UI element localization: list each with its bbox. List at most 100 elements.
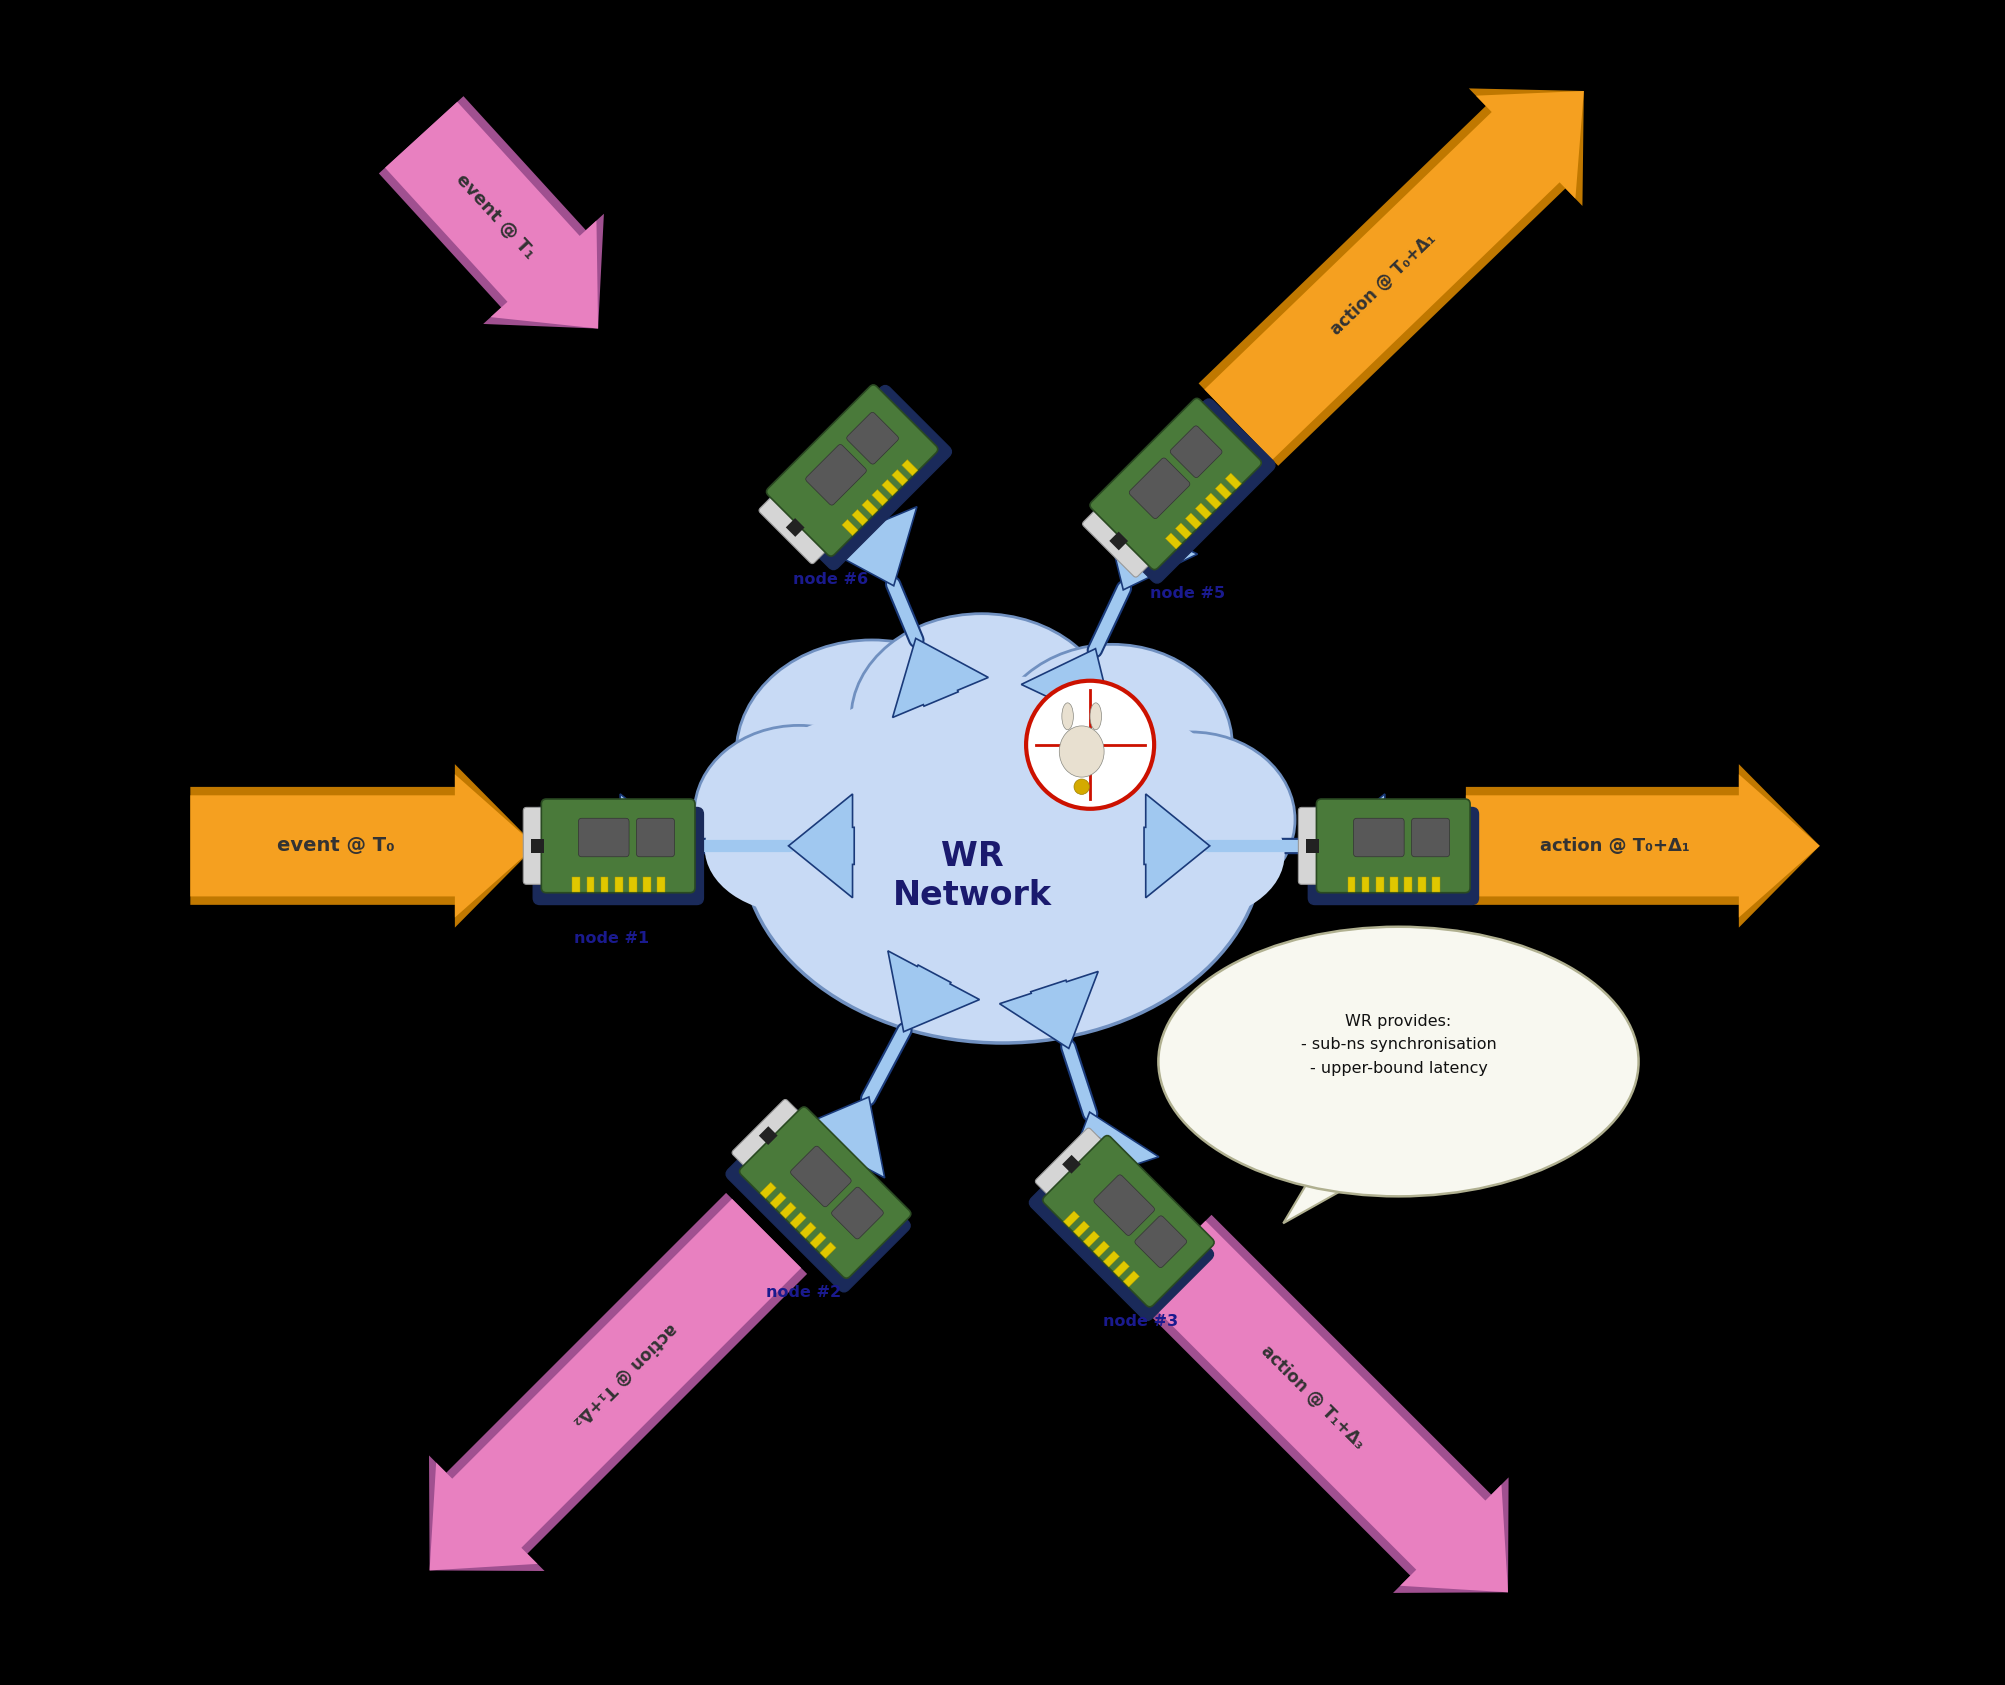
Text: node #5: node #5 [1151,586,1225,600]
FancyBboxPatch shape [846,413,898,463]
Bar [1432,878,1440,891]
Ellipse shape [1059,726,1105,777]
FancyArrow shape [1145,794,1209,898]
FancyArrow shape [1000,972,1099,1048]
Bar [810,1232,826,1249]
Bar [780,1203,796,1218]
Bar [531,839,543,853]
Bar [1063,1212,1079,1227]
Bar [1123,1270,1139,1287]
FancyBboxPatch shape [760,492,832,563]
Ellipse shape [1159,927,1638,1196]
Text: node #4: node #4 [1349,932,1424,945]
FancyBboxPatch shape [766,384,938,556]
Ellipse shape [742,649,1263,1043]
FancyArrow shape [788,794,854,898]
Ellipse shape [864,682,1099,839]
FancyArrow shape [1199,88,1584,465]
FancyArrow shape [1321,794,1387,898]
Bar [1404,878,1412,891]
FancyArrow shape [618,794,684,898]
Bar [1093,1240,1109,1257]
Bar [1205,494,1221,509]
Text: action @ T₁+Δ₃: action @ T₁+Δ₃ [1257,1341,1367,1452]
Bar [1063,1154,1081,1174]
FancyBboxPatch shape [577,819,630,856]
Bar [820,1242,836,1259]
FancyArrow shape [822,507,916,586]
Bar [1195,504,1211,519]
FancyBboxPatch shape [541,799,696,893]
FancyArrow shape [385,101,597,329]
Text: node #6: node #6 [794,573,868,586]
FancyArrow shape [794,1097,884,1178]
Bar [758,1126,778,1146]
FancyBboxPatch shape [832,1188,884,1238]
Text: event @ T₀: event @ T₀ [277,836,395,856]
FancyArrow shape [1021,649,1115,728]
FancyArrow shape [429,1193,808,1570]
FancyBboxPatch shape [533,807,704,905]
FancyBboxPatch shape [1091,399,1275,583]
FancyBboxPatch shape [1029,1136,1213,1321]
Bar [1083,1232,1099,1247]
FancyArrow shape [1466,765,1821,927]
FancyBboxPatch shape [740,1107,910,1279]
Bar [872,490,888,506]
Ellipse shape [736,640,1009,868]
Text: WR
Network: WR Network [892,839,1053,913]
FancyBboxPatch shape [1091,398,1261,570]
FancyBboxPatch shape [1129,458,1189,519]
FancyBboxPatch shape [1171,426,1221,477]
FancyBboxPatch shape [1095,1174,1155,1235]
Ellipse shape [1005,709,1221,861]
Bar [1305,839,1319,853]
Ellipse shape [706,782,892,913]
FancyBboxPatch shape [1353,819,1403,856]
FancyArrow shape [892,639,988,718]
FancyBboxPatch shape [1412,819,1450,856]
Bar [587,878,593,891]
Bar [630,878,638,891]
Bar [616,878,622,891]
Circle shape [1075,778,1089,794]
FancyArrow shape [190,775,535,917]
Bar [1073,1222,1089,1237]
Bar [842,519,858,536]
Bar [770,1193,786,1208]
FancyArrow shape [888,950,980,1031]
Bar [1215,484,1231,499]
Ellipse shape [992,644,1233,846]
Text: node #3: node #3 [1103,1314,1179,1328]
FancyArrow shape [1131,1215,1508,1592]
FancyBboxPatch shape [1043,1136,1215,1308]
Bar [571,878,579,891]
Bar [1109,531,1129,551]
Bar [1347,878,1355,891]
FancyArrow shape [1137,1220,1508,1592]
FancyBboxPatch shape [523,807,551,885]
Ellipse shape [1087,731,1295,907]
FancyBboxPatch shape [1317,799,1470,893]
Bar [790,1212,806,1228]
Bar [1375,878,1383,891]
FancyBboxPatch shape [1035,1129,1107,1200]
Text: action @ T₀+Δ₁: action @ T₀+Δ₁ [1327,229,1440,339]
FancyArrow shape [1103,511,1197,590]
Circle shape [1027,681,1155,809]
FancyArrow shape [379,96,604,329]
Text: action @ T₀+Δ₁: action @ T₀+Δ₁ [1540,837,1690,854]
Ellipse shape [1097,789,1285,920]
Bar [852,509,868,526]
Bar [760,1183,776,1198]
FancyBboxPatch shape [1299,807,1327,885]
Bar [862,499,878,516]
Bar [892,470,908,485]
Text: node #1: node #1 [573,932,650,945]
Bar [658,878,666,891]
Bar [602,878,608,891]
FancyArrow shape [1205,91,1584,460]
Bar [1113,1260,1129,1277]
Ellipse shape [1063,703,1073,730]
FancyBboxPatch shape [768,386,952,570]
